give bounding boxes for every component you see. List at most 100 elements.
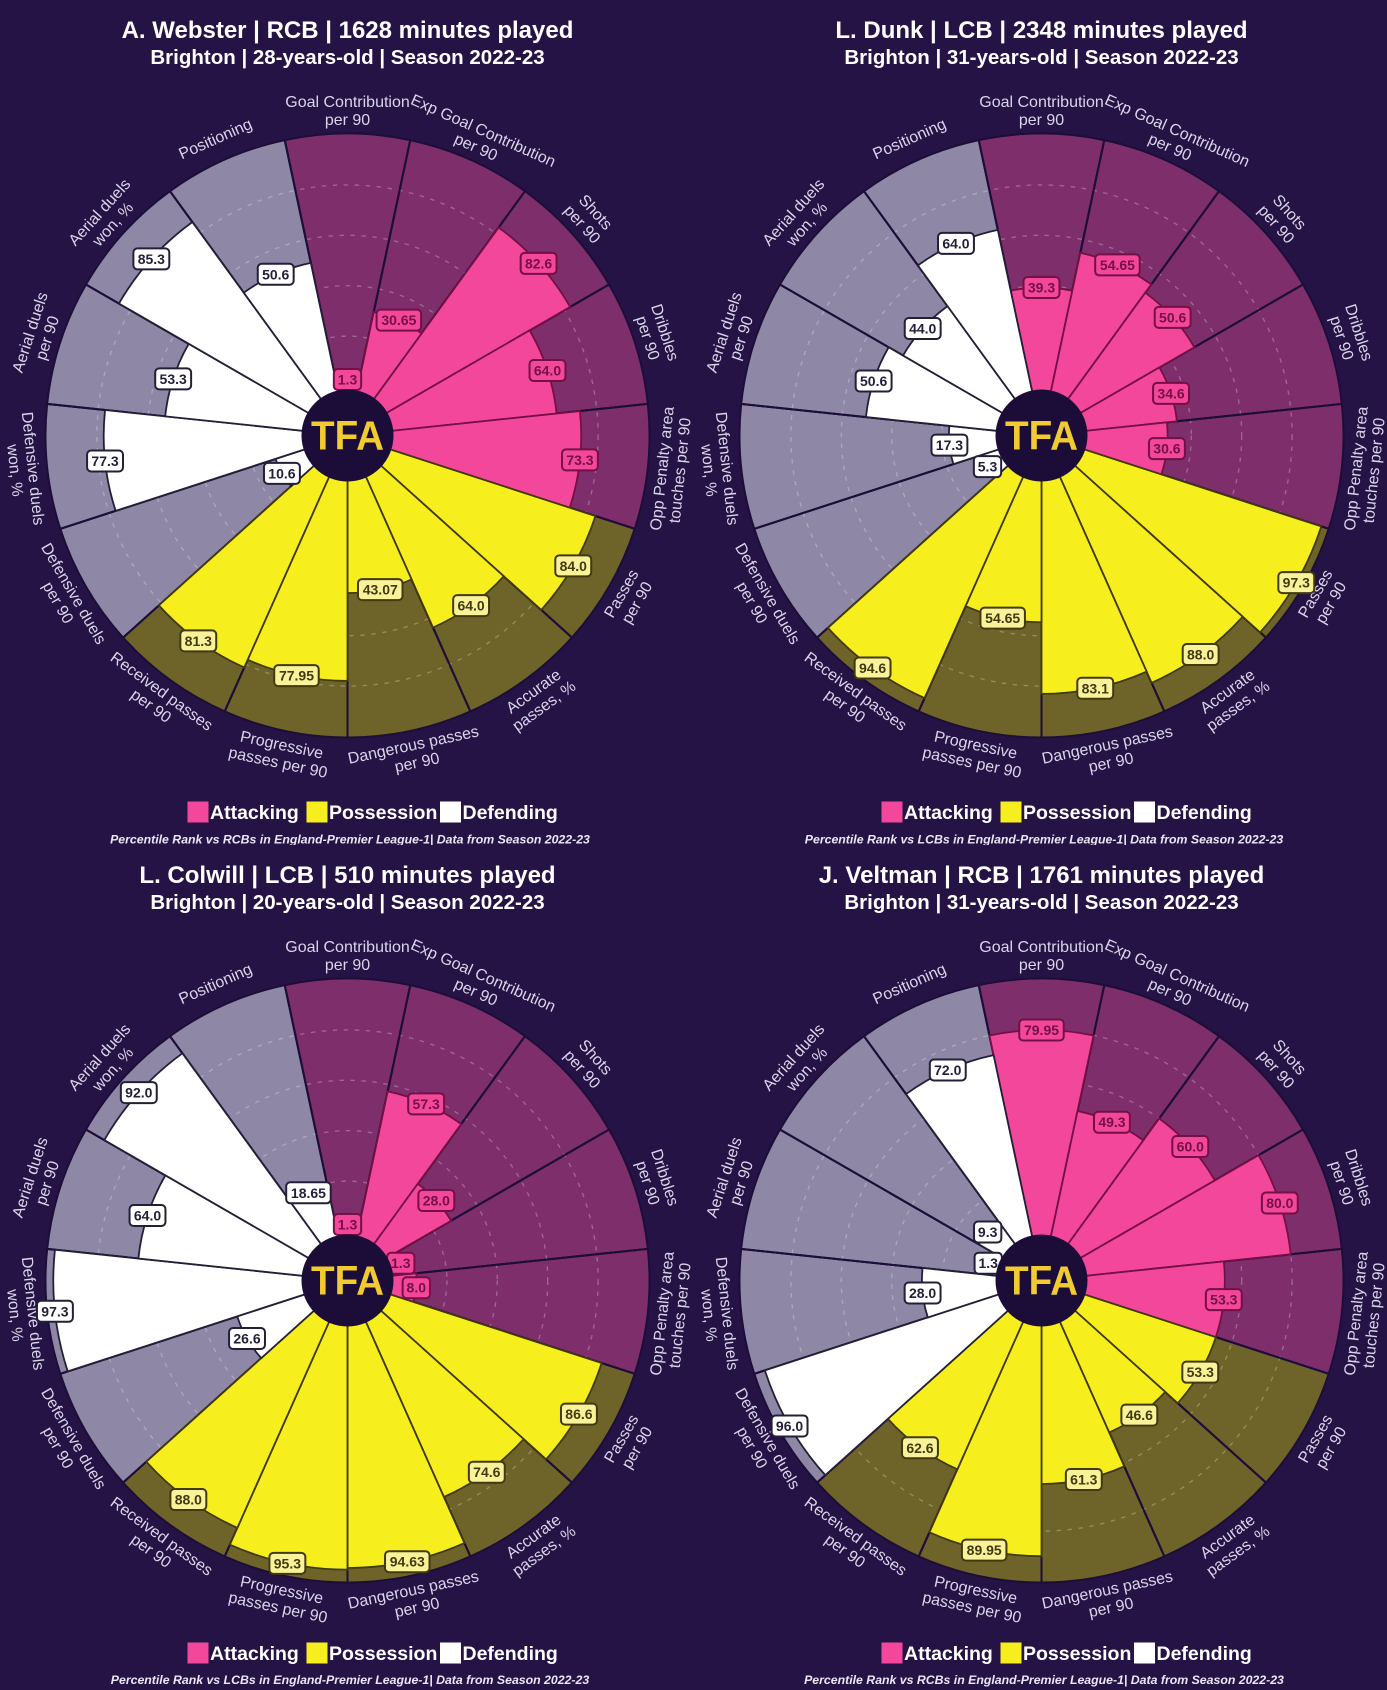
svg-text:Attacking: Attacking [904,1643,993,1665]
svg-text:94.6: 94.6 [858,660,885,676]
svg-text:57.3: 57.3 [413,1096,440,1112]
svg-text:Brighton | 28-years-old | Seas: Brighton | 28-years-old | Season 2022-23 [150,46,544,69]
svg-text:44.0: 44.0 [909,321,936,337]
svg-text:77.3: 77.3 [91,453,118,469]
svg-text:Brighton | 31-years-old | Seas: Brighton | 31-years-old | Season 2022-23 [844,46,1238,69]
svg-text:64.0: 64.0 [942,235,969,251]
svg-text:85.3: 85.3 [138,251,165,267]
svg-text:Goal Contribution: Goal Contribution [979,94,1104,111]
svg-text:81.3: 81.3 [185,633,212,649]
svg-text:Percentile Rank vs LCBs in Eng: Percentile Rank vs LCBs in England-Premi… [111,1673,590,1687]
svg-text:83.1: 83.1 [1081,680,1108,696]
svg-text:5.3: 5.3 [977,459,997,475]
svg-text:Brighton | 20-years-old | Seas: Brighton | 20-years-old | Season 2022-23 [150,891,544,914]
svg-text:per 90: per 90 [1018,957,1063,974]
svg-text:34.6: 34.6 [1157,385,1184,401]
svg-text:Attacking: Attacking [210,1643,299,1665]
svg-text:per 90: per 90 [325,957,370,974]
svg-text:Goal Contribution: Goal Contribution [285,939,410,956]
svg-text:Defending: Defending [463,802,558,824]
svg-text:61.3: 61.3 [1070,1472,1097,1488]
svg-text:1.3: 1.3 [338,1217,358,1233]
svg-text:per 90: per 90 [1018,112,1063,129]
svg-text:Possession: Possession [1023,802,1131,824]
svg-text:Brighton | 31-years-old | Seas: Brighton | 31-years-old | Season 2022-23 [844,891,1238,914]
svg-text:86.6: 86.6 [565,1406,592,1422]
svg-text:Defending: Defending [1156,1643,1251,1665]
svg-text:50.6: 50.6 [1159,309,1186,325]
svg-text:73.3: 73.3 [566,452,593,468]
svg-text:Percentile Rank vs RCBs in Eng: Percentile Rank vs RCBs in England-Premi… [804,1673,1284,1687]
svg-text:L. Colwill | LCB | 510 minutes: L. Colwill | LCB | 510 minutes played [139,862,555,889]
svg-text:82.6: 82.6 [525,255,552,271]
svg-text:won, %: won, % [3,1288,25,1343]
svg-text:L. Dunk | LCB | 2348 minutes p: L. Dunk | LCB | 2348 minutes played [835,17,1247,44]
svg-text:won, %: won, % [697,1288,719,1343]
svg-text:Defending: Defending [463,1643,558,1665]
svg-text:77.95: 77.95 [279,668,314,684]
svg-text:53.3: 53.3 [160,371,187,387]
svg-text:10.6: 10.6 [268,465,295,481]
svg-text:28.0: 28.0 [423,1193,450,1209]
svg-text:88.0: 88.0 [175,1492,202,1508]
svg-text:53.3: 53.3 [1210,1292,1237,1308]
svg-text:Goal Contribution: Goal Contribution [285,94,410,111]
svg-text:30.65: 30.65 [381,312,416,328]
svg-text:won, %: won, % [3,443,25,498]
svg-text:18.65: 18.65 [291,1185,326,1201]
svg-text:97.3: 97.3 [1282,575,1309,591]
svg-text:50.6: 50.6 [262,266,289,282]
svg-text:26.6: 26.6 [233,1331,260,1347]
svg-text:Possession: Possession [329,802,437,824]
svg-text:Attacking: Attacking [210,802,299,824]
svg-text:TFA: TFA [311,1258,384,1304]
svg-text:97.3: 97.3 [41,1303,68,1319]
svg-text:54.65: 54.65 [985,610,1020,626]
svg-text:9.3: 9.3 [977,1224,997,1240]
svg-text:88.0: 88.0 [1187,647,1214,663]
svg-text:Possession: Possession [329,1643,437,1665]
svg-text:Percentile Rank vs LCBs in Eng: Percentile Rank vs LCBs in England-Premi… [804,833,1283,846]
svg-text:Percentile Rank vs RCBs in Eng: Percentile Rank vs RCBs in England-Premi… [110,833,590,846]
svg-text:Possession: Possession [1023,1643,1131,1665]
svg-text:1.3: 1.3 [338,372,358,388]
svg-text:43.07: 43.07 [363,582,398,598]
svg-text:per 90: per 90 [325,112,370,129]
svg-text:TFA: TFA [1005,413,1078,459]
svg-text:64.0: 64.0 [457,598,484,614]
svg-text:A. Webster | RCB | 1628 minute: A. Webster | RCB | 1628 minutes played [122,17,574,44]
svg-text:28.0: 28.0 [908,1285,935,1301]
svg-text:1.3: 1.3 [391,1255,411,1271]
svg-text:TFA: TFA [311,413,384,459]
svg-text:64.0: 64.0 [134,1208,161,1224]
svg-text:60.0: 60.0 [1176,1139,1203,1155]
svg-text:Goal Contribution: Goal Contribution [979,939,1104,956]
svg-text:46.6: 46.6 [1125,1407,1152,1423]
svg-text:30.6: 30.6 [1153,441,1180,457]
svg-text:17.3: 17.3 [935,437,962,453]
svg-text:Attacking: Attacking [904,802,993,824]
svg-text:50.6: 50.6 [860,373,887,389]
svg-text:94.63: 94.63 [390,1554,425,1570]
svg-text:54.65: 54.65 [1099,257,1134,273]
svg-text:J. Veltman | RCB | 1761 minute: J. Veltman | RCB | 1761 minutes played [818,862,1264,889]
svg-text:49.3: 49.3 [1098,1114,1125,1130]
svg-text:74.6: 74.6 [473,1464,500,1480]
svg-text:TFA: TFA [1005,1258,1078,1304]
svg-text:92.0: 92.0 [125,1085,152,1101]
svg-text:62.6: 62.6 [906,1440,933,1456]
svg-text:won, %: won, % [697,443,719,498]
svg-text:1.3: 1.3 [978,1255,998,1271]
svg-text:89.95: 89.95 [966,1542,1001,1558]
svg-text:Defending: Defending [1156,802,1251,824]
svg-text:79.95: 79.95 [1023,1022,1058,1038]
svg-text:64.0: 64.0 [534,363,561,379]
svg-text:96.0: 96.0 [775,1418,802,1434]
svg-text:8.0: 8.0 [407,1280,427,1296]
svg-text:80.0: 80.0 [1266,1195,1293,1211]
svg-text:53.3: 53.3 [1186,1364,1213,1380]
svg-text:72.0: 72.0 [934,1062,961,1078]
svg-text:95.3: 95.3 [274,1555,301,1571]
svg-text:39.3: 39.3 [1027,279,1054,295]
svg-text:84.0: 84.0 [560,558,587,574]
